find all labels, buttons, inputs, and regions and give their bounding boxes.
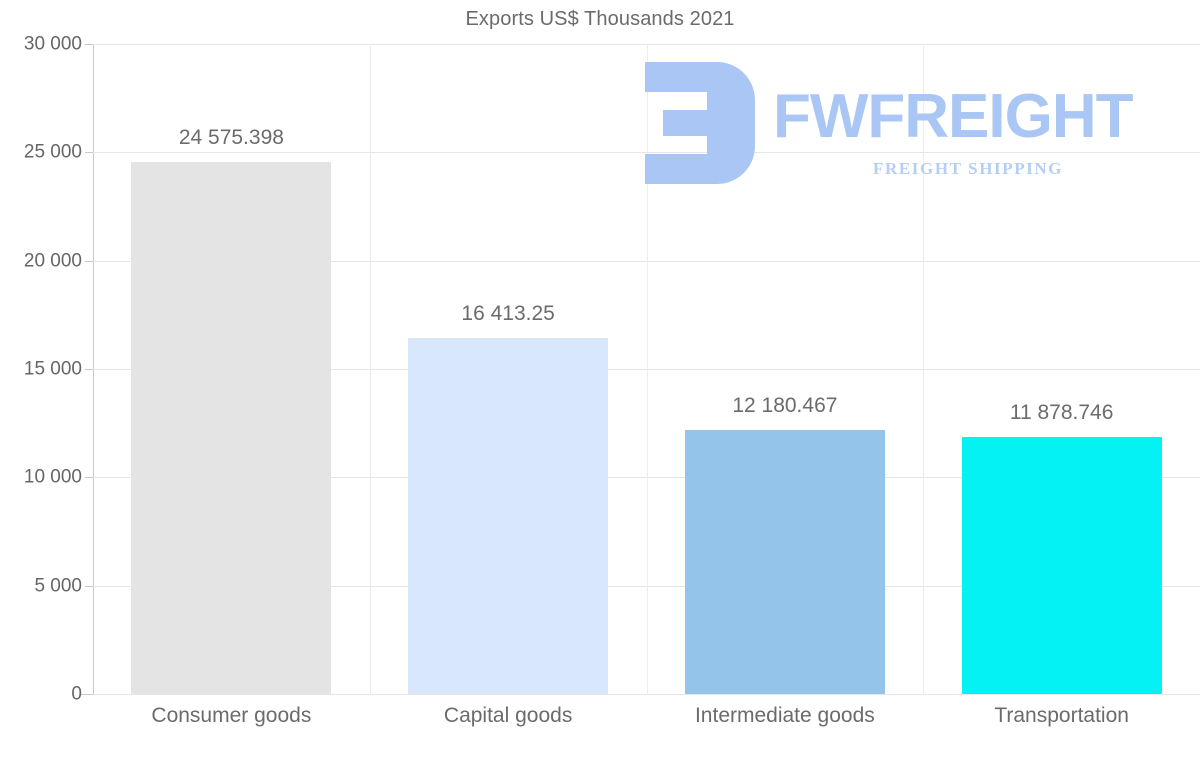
y-axis-tick-label: 20 000 [23, 250, 82, 272]
bar[interactable] [684, 430, 885, 694]
bar[interactable] [408, 338, 609, 694]
y-axis-tick-mark [85, 260, 93, 262]
y-axis-tick-mark [85, 369, 93, 370]
x-axis-category-label: Transportation [994, 704, 1129, 727]
x-axis-category-label: Capital goods [443, 704, 573, 727]
x-axis-category-label: Consumer goods [151, 704, 312, 727]
y-axis-tick-label: 0 [71, 683, 82, 705]
plot-area: 24 575.398 16 413.25 12 180.467 11 878.746 [85, 44, 1200, 695]
bar-value-label: 24 575.398 [178, 125, 284, 149]
y-axis-tick-label: 25 000 [23, 141, 82, 163]
chart-title: Exports US$ Thousands 2021 [465, 8, 735, 30]
bar-value-label: 16 413.25 [461, 302, 555, 326]
y-axis-tick-mark [85, 152, 93, 154]
y-axis-tick-mark [85, 477, 93, 479]
y-axis-tick-mark [85, 694, 93, 695]
y-axis-tick-label: 15 000 [23, 358, 82, 380]
bar-group: 12 180.467 [647, 44, 924, 694]
y-axis-tick-label: 30 000 [23, 33, 82, 55]
gridline-vertical [646, 44, 648, 694]
bar-value-label: 12 180.467 [732, 394, 838, 418]
y-axis-tick-label: 5 000 [34, 575, 82, 597]
gridline-horizontal [93, 694, 1200, 695]
bar-value-label: 11 878.746 [1009, 400, 1114, 424]
x-axis-category-label: Intermediate goods [694, 704, 875, 727]
gridline-vertical [369, 44, 371, 694]
bar[interactable] [131, 161, 332, 694]
bar-group: 11 878.746 [923, 44, 1200, 694]
bar[interactable] [961, 436, 1162, 694]
bar-group: 16 413.25 [370, 44, 647, 694]
bar-group: 24 575.398 [93, 44, 370, 694]
y-axis-tick-mark [85, 44, 93, 45]
y-axis-tick-mark [85, 585, 93, 587]
y-axis-tick-label: 10 000 [23, 466, 82, 488]
gridline-vertical [923, 44, 925, 694]
